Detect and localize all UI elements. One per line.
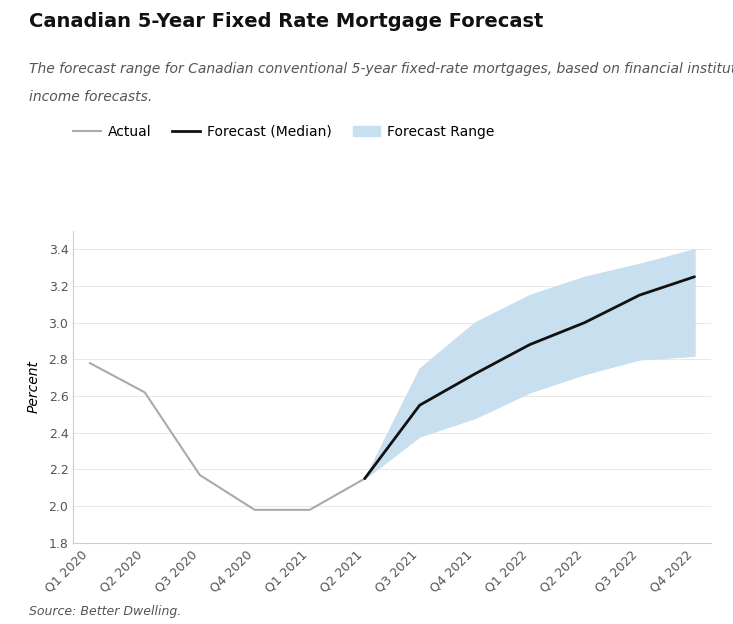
Text: Source: Better Dwelling.: Source: Better Dwelling. [29,605,182,618]
Text: The forecast range for Canadian conventional 5-year fixed-rate mortgages, based : The forecast range for Canadian conventi… [29,62,733,76]
Legend: Actual, Forecast (Median), Forecast Range: Actual, Forecast (Median), Forecast Rang… [67,119,500,144]
Text: income forecasts.: income forecasts. [29,90,152,104]
Y-axis label: Percent: Percent [26,361,40,413]
Text: Canadian 5-Year Fixed Rate Mortgage Forecast: Canadian 5-Year Fixed Rate Mortgage Fore… [29,12,544,31]
